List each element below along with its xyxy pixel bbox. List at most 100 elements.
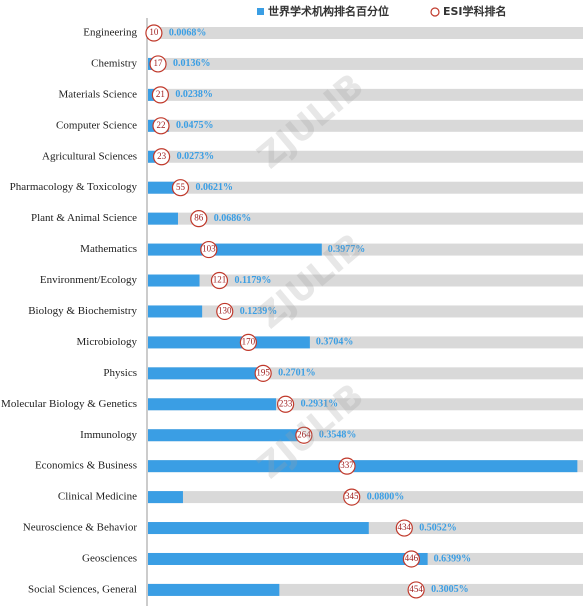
bar bbox=[148, 429, 304, 442]
rank-marker bbox=[210, 271, 229, 290]
rank-label: 23 bbox=[157, 151, 167, 161]
rank-marker bbox=[338, 457, 356, 475]
value-label: 0.0136% bbox=[173, 58, 211, 69]
value-label: 0.5052% bbox=[419, 522, 457, 533]
category-label: Immunology bbox=[80, 429, 137, 441]
bar bbox=[148, 336, 310, 349]
bar bbox=[148, 398, 277, 411]
category-label: Neuroscience & Behavior bbox=[23, 522, 138, 534]
rank-marker bbox=[395, 519, 413, 537]
category-label: Geosciences bbox=[82, 553, 137, 565]
legend-label: 世界学术机构排名百分位 bbox=[268, 4, 389, 18]
bar-track bbox=[148, 212, 583, 225]
rank-label: 17 bbox=[154, 58, 164, 68]
rank-label: 195 bbox=[256, 367, 270, 377]
bar bbox=[148, 212, 178, 225]
rank-label: 233 bbox=[279, 398, 293, 408]
rank-marker bbox=[343, 488, 361, 506]
value-label: 0.1179% bbox=[234, 275, 271, 286]
value-label: 0.3548% bbox=[319, 430, 357, 441]
category-label: Economics & Business bbox=[35, 460, 137, 472]
rank-label: 434 bbox=[398, 522, 412, 532]
value-label: 0.0238% bbox=[175, 89, 213, 100]
rank-label: 446 bbox=[405, 553, 419, 563]
category-label: Environment/Ecology bbox=[40, 274, 138, 286]
category-label: Materials Science bbox=[59, 88, 138, 100]
rank-label: 170 bbox=[242, 336, 256, 346]
value-label: 0.1239% bbox=[240, 306, 278, 317]
bar-track bbox=[148, 88, 583, 101]
rank-label: 21 bbox=[156, 89, 165, 99]
rank-label: 264 bbox=[297, 429, 311, 439]
rank-marker bbox=[152, 117, 170, 135]
value-label: 0.3704% bbox=[316, 337, 354, 348]
value-label: 0.0621% bbox=[195, 182, 233, 193]
value-label: 0.3977% bbox=[328, 244, 366, 255]
bar-track bbox=[148, 57, 583, 70]
rank-marker bbox=[190, 210, 208, 228]
rank-marker bbox=[171, 179, 190, 197]
category-label: Biology & Biochemistry bbox=[28, 305, 137, 317]
bar bbox=[148, 243, 322, 256]
rank-marker bbox=[407, 581, 425, 599]
bar bbox=[148, 181, 176, 194]
rank-label: 454 bbox=[409, 584, 423, 594]
bar bbox=[148, 305, 203, 318]
bar bbox=[148, 522, 369, 535]
value-label: 0.2931% bbox=[301, 399, 339, 410]
category-label: Computer Science bbox=[56, 119, 137, 131]
rank-marker bbox=[239, 333, 257, 351]
rank-label: 103 bbox=[202, 244, 216, 254]
category-label: Physics bbox=[103, 367, 137, 379]
bar-track bbox=[148, 491, 583, 504]
rank-marker bbox=[145, 24, 163, 42]
category-label: Plant & Animal Science bbox=[31, 212, 137, 224]
value-label: 0.0273% bbox=[177, 151, 215, 162]
bar bbox=[148, 367, 267, 380]
legend-swatch bbox=[257, 8, 264, 15]
value-label: 0.6399% bbox=[434, 553, 472, 564]
legend-label: ESI学科排名 bbox=[443, 4, 507, 18]
rank-label: 22 bbox=[156, 120, 165, 130]
value-label: 0.0686% bbox=[214, 213, 252, 224]
bar-track bbox=[148, 150, 583, 163]
category-label: Clinical Medicine bbox=[58, 491, 137, 503]
rank-label: 55 bbox=[176, 182, 186, 192]
bar-track bbox=[148, 27, 583, 39]
category-label: Mathematics bbox=[80, 243, 137, 255]
category-label: Pharmacology & Toxicology bbox=[10, 181, 138, 193]
value-label: 0.0800% bbox=[367, 491, 405, 502]
rank-marker bbox=[200, 240, 218, 259]
bar bbox=[148, 552, 428, 565]
rank-label: 345 bbox=[345, 491, 359, 501]
value-label: 0.0475% bbox=[176, 120, 214, 131]
rank-marker bbox=[149, 55, 167, 73]
bar bbox=[148, 491, 183, 504]
category-label: Molecular Biology & Genetics bbox=[1, 398, 137, 410]
category-label: Agricultural Sciences bbox=[42, 150, 137, 162]
legend-swatch bbox=[430, 7, 440, 17]
bar-track bbox=[148, 305, 583, 318]
rank-label: 10 bbox=[149, 27, 159, 37]
rank-marker bbox=[254, 364, 272, 382]
value-label: 0.0068% bbox=[169, 27, 207, 38]
rank-marker bbox=[402, 550, 420, 568]
bar bbox=[148, 460, 578, 473]
category-label: Social Sciences, General bbox=[28, 583, 137, 595]
rank-label: 130 bbox=[218, 306, 232, 316]
rank-marker bbox=[151, 86, 170, 104]
bar-track bbox=[148, 181, 583, 194]
rank-label: 86 bbox=[194, 213, 204, 223]
rank-marker bbox=[295, 426, 313, 444]
rank-marker bbox=[276, 395, 295, 413]
value-label: 0.2701% bbox=[278, 368, 316, 379]
rank-label: 121 bbox=[213, 275, 227, 285]
bar bbox=[148, 583, 280, 596]
category-label: Engineering bbox=[83, 27, 137, 39]
bar bbox=[148, 274, 200, 287]
bar-track bbox=[148, 274, 583, 287]
bar-track bbox=[148, 119, 583, 132]
rank-marker bbox=[216, 302, 234, 321]
rank-label: 337 bbox=[340, 460, 354, 470]
